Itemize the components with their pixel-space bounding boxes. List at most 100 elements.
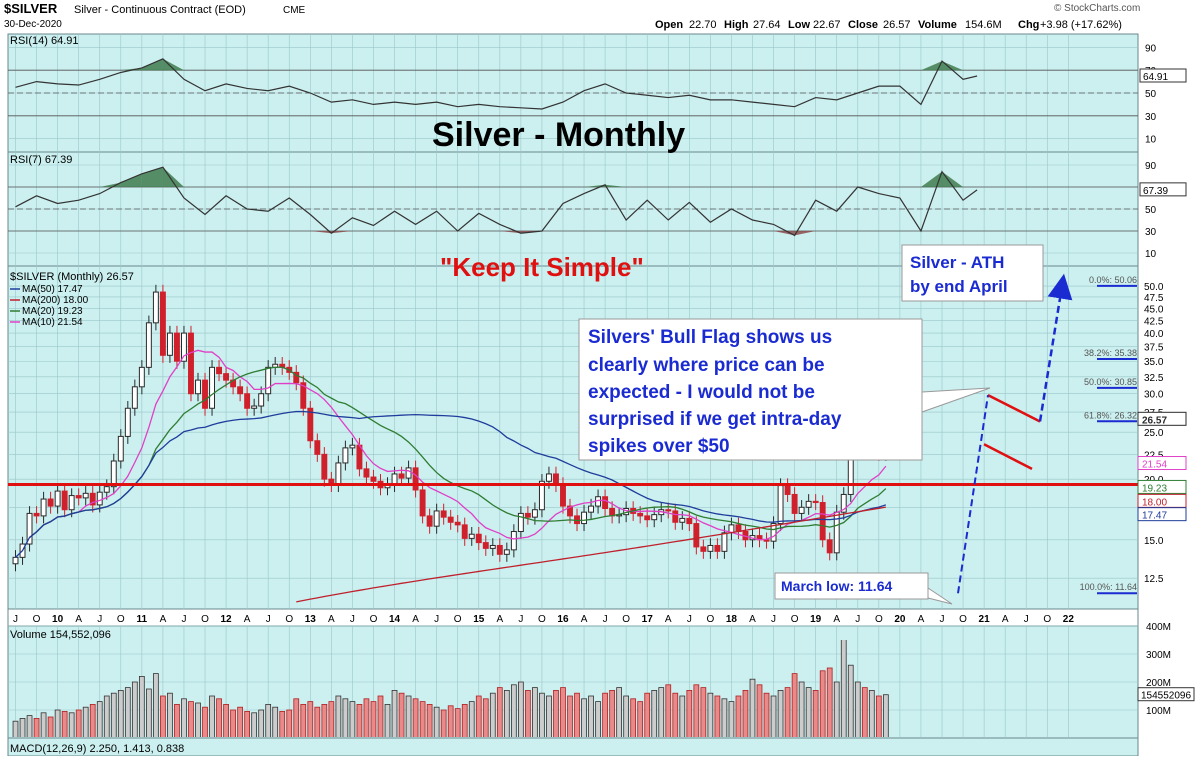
candle-body bbox=[89, 492, 96, 506]
candle-body bbox=[26, 512, 33, 545]
xtick-label: O bbox=[706, 614, 714, 625]
rsi-overbought-fill bbox=[120, 173, 142, 187]
high-label: High bbox=[724, 19, 749, 31]
volume-bar bbox=[763, 692, 770, 737]
chg-value: +3.98 (+17.62%) bbox=[1040, 19, 1122, 31]
volume-bar bbox=[482, 698, 489, 737]
fib-level-label: 61.8%: 26.32 bbox=[1084, 410, 1137, 420]
xtick-label: J bbox=[771, 614, 776, 625]
price-ytick: 40.0 bbox=[1144, 329, 1164, 340]
volume-bar bbox=[609, 690, 615, 737]
volume-bar bbox=[188, 701, 194, 737]
candle-body bbox=[693, 523, 700, 548]
candle-body bbox=[581, 511, 587, 525]
xtick-label: A bbox=[665, 614, 672, 625]
ohlc-readout: Open 22.70 High 27.64 Low 22.67 Close 26… bbox=[655, 19, 1122, 31]
xtick-label: A bbox=[496, 614, 503, 625]
rsi-value-tag-text: 67.39 bbox=[1143, 186, 1168, 197]
price-ytick: 12.5 bbox=[1144, 574, 1164, 585]
volume-bar bbox=[496, 687, 503, 737]
legend-entry: MA(20) 19.23 bbox=[22, 306, 83, 317]
volume-bar bbox=[651, 690, 658, 737]
price-ytick: 45.0 bbox=[1144, 304, 1164, 315]
xtick-label: O bbox=[959, 614, 967, 625]
xtick-label: J bbox=[603, 614, 608, 625]
volume-bar bbox=[700, 687, 707, 737]
volume-bar bbox=[840, 640, 847, 737]
volume-label: Volume bbox=[918, 19, 957, 31]
volume-bar bbox=[244, 711, 250, 737]
volume-bar bbox=[370, 701, 377, 737]
candle-body bbox=[138, 366, 145, 388]
legend-entry: MA(50) 17.47 bbox=[22, 284, 83, 295]
candle-body bbox=[538, 480, 545, 511]
xtick-label: 14 bbox=[389, 614, 401, 625]
price-value-tag bbox=[1137, 479, 1187, 494]
volume-bar bbox=[75, 709, 82, 737]
volume-bar bbox=[784, 687, 791, 737]
price-ytick: 30.0 bbox=[1144, 390, 1164, 401]
xtick-label: J bbox=[13, 614, 18, 625]
volume-bar bbox=[33, 718, 40, 737]
candle-body bbox=[777, 485, 784, 525]
xtick-label: A bbox=[328, 614, 335, 625]
volume-bar bbox=[847, 664, 854, 737]
candle-body bbox=[468, 533, 475, 539]
bull-flag-line3: expected - I would not be bbox=[588, 382, 815, 403]
price-value-tag-text: 17.47 bbox=[1142, 511, 1167, 522]
volume-bar bbox=[342, 698, 349, 737]
volume-bar bbox=[868, 690, 875, 737]
volume-bar bbox=[475, 695, 482, 737]
xtick-label: J bbox=[97, 614, 102, 625]
chart-heading: Silver - Monthly bbox=[432, 116, 685, 154]
rsi-overbought-fill bbox=[141, 167, 163, 187]
candle-body bbox=[265, 366, 272, 395]
candle-body bbox=[209, 366, 215, 409]
volume-bar bbox=[588, 695, 594, 737]
volume-bar bbox=[693, 684, 700, 737]
volume-bar bbox=[202, 706, 208, 737]
open-value: 22.70 bbox=[689, 19, 717, 31]
volume-bar bbox=[861, 687, 868, 737]
fib-level-label: 50.0%: 30.85 bbox=[1084, 377, 1137, 387]
fib-level-label: 0.0%: 50.06 bbox=[1089, 275, 1137, 285]
volume-bar bbox=[560, 687, 566, 737]
xtick-label: A bbox=[412, 614, 419, 625]
price-value-tag bbox=[1137, 456, 1187, 471]
rsi-overbought-fill bbox=[942, 171, 964, 187]
candle-body bbox=[75, 495, 82, 499]
candle-body bbox=[819, 502, 826, 541]
candle-body bbox=[103, 486, 110, 493]
price-panel bbox=[7, 265, 1139, 610]
xtick-label: O bbox=[538, 614, 546, 625]
rsi-line bbox=[15, 166, 978, 237]
candle-body bbox=[721, 532, 728, 552]
volume-bar bbox=[47, 716, 54, 737]
rsi-ytick: 50 bbox=[1145, 205, 1157, 216]
volume-bar bbox=[391, 690, 398, 737]
candle-body bbox=[791, 493, 798, 514]
volume-value-tag-text: 154552096 bbox=[1141, 691, 1191, 702]
volume-bar bbox=[167, 692, 173, 737]
candle-body bbox=[342, 447, 349, 464]
volume-bar bbox=[363, 698, 370, 737]
ma200-line bbox=[296, 506, 886, 603]
candle-body bbox=[405, 467, 412, 479]
volume-bar bbox=[728, 701, 735, 737]
xtick-label: A bbox=[918, 614, 925, 625]
volume-bar bbox=[272, 706, 279, 737]
candle-body bbox=[531, 509, 538, 518]
volume-bar bbox=[412, 698, 419, 737]
candle-body bbox=[117, 435, 124, 462]
candle-body bbox=[391, 473, 398, 485]
volume-bar bbox=[265, 704, 272, 737]
xtick-label: A bbox=[75, 614, 82, 625]
volume-bar bbox=[630, 698, 637, 737]
xtick-label: J bbox=[687, 614, 692, 625]
volume-bar bbox=[40, 712, 47, 737]
xtick-label: O bbox=[285, 614, 293, 625]
price-ytick: 42.5 bbox=[1144, 316, 1164, 327]
volume-bar bbox=[875, 695, 882, 737]
volume-bar bbox=[356, 704, 363, 737]
candle-body bbox=[686, 517, 693, 525]
